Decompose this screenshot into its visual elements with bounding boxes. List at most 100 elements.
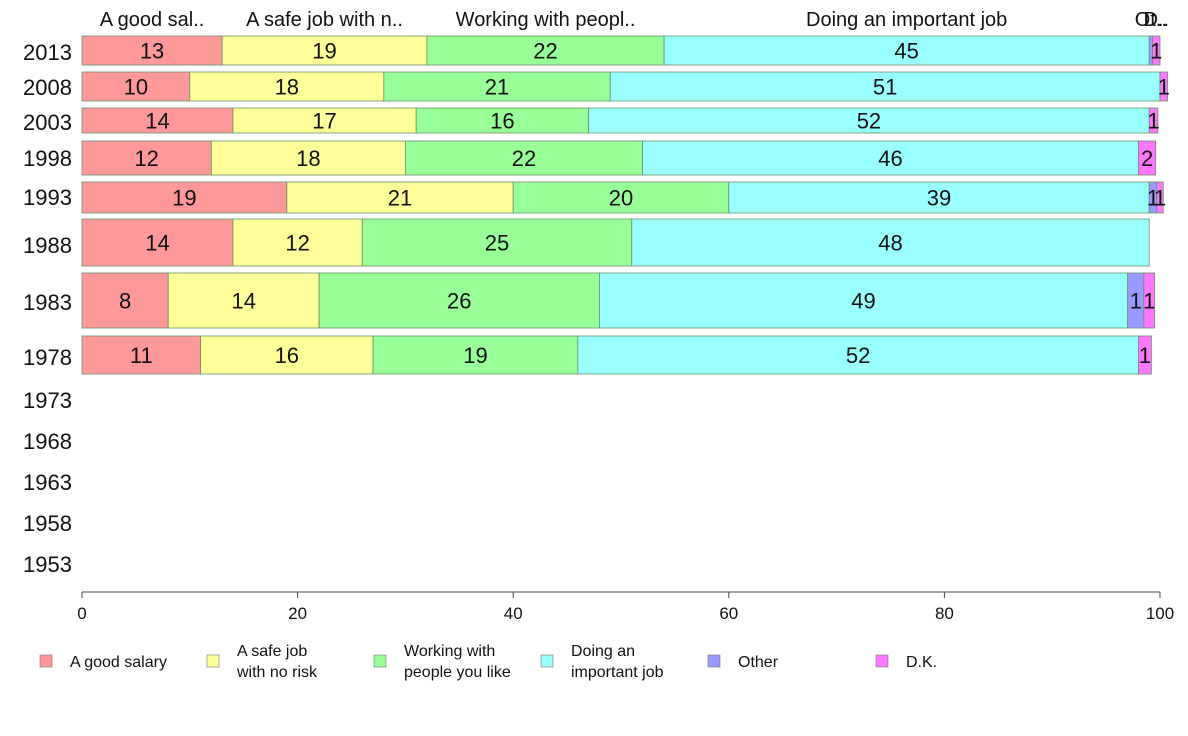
data-label-doing-an-important-job-1988: 48 [878, 231, 902, 256]
bar-segment-a-good-salary-1998 [81, 140, 212, 176]
legend-item-a-safe-job-with-no-risk: A safe job with no risk [206, 643, 318, 681]
bar-segment-doing-an-important-job-2003 [588, 107, 1150, 134]
legend-label-doing-an: Doing an [571, 643, 635, 660]
legend-swatch-a-good-salary [39, 654, 53, 668]
x-tick-label-80: 80 [935, 604, 954, 623]
bar-segment-a-safe-job-with-no-risk-2013 [221, 35, 428, 66]
data-label-doing-an-important-job-1993: 39 [927, 186, 951, 211]
bar-segment-a-safe-job-with-no-risk-2003 [232, 107, 417, 134]
year-label-1963: 1963 [23, 470, 72, 495]
data-label-doing-an-important-job-2008: 51 [873, 75, 897, 100]
year-label-1978: 1978 [23, 345, 72, 370]
data-label-other-1993: 1 [1147, 186, 1159, 211]
year-label-1973: 1973 [23, 388, 72, 413]
data-label-doing-an-important-job-2013: 45 [894, 39, 918, 64]
legend-swatch-other [707, 654, 721, 668]
legend-label-a-safe-job: A safe job [237, 643, 307, 660]
legend-item-other: Other [707, 654, 779, 671]
legend-label-people-you-like: people you like [404, 664, 511, 681]
x-tick-label-60: 60 [719, 604, 738, 623]
data-label-d-k-1983: 1 [1143, 289, 1155, 314]
bar-segment-working-with-people-you-like-2008 [383, 71, 611, 102]
year-label-1998: 1998 [23, 146, 72, 171]
legend-label-important-job: important job [571, 664, 664, 681]
bar-segment-d-k-2003 [1148, 107, 1159, 134]
bar-segment-a-safe-job-with-no-risk-1993 [286, 181, 514, 214]
data-label-d-k-1998: 2 [1141, 146, 1153, 171]
data-label-a-good-salary-1988: 14 [145, 231, 169, 256]
data-label-d-k-2003: 1 [1147, 109, 1159, 134]
bar-segment-working-with-people-you-like-1993 [512, 181, 730, 214]
legend-item-working-with-people-you-like: Working with people you like [373, 643, 511, 681]
bar-segment-working-with-people-you-like-1988 [361, 218, 633, 267]
data-label-a-good-salary-1998: 12 [134, 146, 158, 171]
legend-item-d-k: D.K. [875, 654, 937, 671]
data-label-working-with-people-you-like-1988: 25 [485, 231, 509, 256]
data-label-a-safe-job-with-no-risk-1988: 12 [285, 231, 309, 256]
year-label-1993: 1993 [23, 185, 72, 210]
column-header-d-k: D.. [1143, 9, 1169, 31]
bar-segment-d-k-1978 [1138, 335, 1152, 375]
column-headers: A good sal.. A safe job with n.. Working w… [100, 9, 1169, 31]
data-label-working-with-people-you-like-1978: 19 [463, 343, 487, 368]
year-label-2013: 2013 [23, 40, 72, 65]
legend-item-doing-an-important-job: Doing an important job [540, 643, 664, 681]
bar-segment-d-k-2013 [1152, 35, 1161, 66]
data-label-a-safe-job-with-no-risk-2013: 19 [312, 39, 336, 64]
column-header-doing-an-important-job: Doing an important job [806, 9, 1007, 31]
data-label-a-safe-job-with-no-risk-2003: 17 [312, 109, 336, 134]
data-label-working-with-people-you-like-1998: 22 [512, 146, 536, 171]
bar-segment-a-safe-job-with-no-risk-2008 [189, 71, 385, 102]
year-label-1983: 1983 [23, 290, 72, 315]
x-axis: 0 20 40 60 80 100 [77, 591, 1174, 623]
x-tick-label-0: 0 [77, 604, 86, 623]
legend-swatch-a-safe-job-with-no-risk [206, 654, 220, 668]
data-label-a-safe-job-with-no-risk-1998: 18 [296, 146, 320, 171]
column-header-a-good-salary: A good sal.. [100, 9, 205, 31]
column-header-a-safe-job-with-no-risk: A safe job with n.. [246, 9, 403, 31]
year-label-1988: 1988 [23, 233, 72, 258]
column-header-working-with-people-you-like: Working with peopl.. [456, 9, 636, 31]
bar-segment-d-k-1993 [1156, 181, 1164, 214]
legend-swatch-doing-an-important-job [540, 654, 554, 668]
bar-segment-a-good-salary-2008 [81, 71, 191, 102]
data-label-working-with-people-you-like-2008: 21 [485, 75, 509, 100]
bar-segment-a-safe-job-with-no-risk-1983 [167, 272, 320, 329]
bar-segment-a-good-salary-1983 [81, 272, 169, 329]
column-header-other: Ot.. [1135, 9, 1167, 31]
legend-label-with-no-risk: with no risk [236, 664, 318, 681]
bar-segment-d-k-2008 [1159, 71, 1168, 102]
bar-segment-doing-an-important-job-1983 [599, 272, 1129, 329]
bar-segment-doing-an-important-job-1993 [728, 181, 1150, 214]
bar-segment-working-with-people-you-like-1978 [372, 335, 579, 375]
data-label-doing-an-important-job-1983: 49 [851, 289, 875, 314]
year-label-1953: 1953 [23, 552, 72, 577]
data-label-a-safe-job-with-no-risk-1993: 21 [388, 186, 412, 211]
bar-segment-doing-an-important-job-1988 [631, 218, 1150, 267]
year-label-1968: 1968 [23, 429, 72, 454]
year-label-1958: 1958 [23, 511, 72, 536]
data-label-d-k-1993: 1 [1154, 186, 1166, 211]
bar-segment-a-safe-job-with-no-risk-1978 [200, 335, 374, 375]
year-label-2008: 2008 [23, 75, 72, 100]
legend-label-d-k: D.K. [906, 654, 937, 671]
data-label-working-with-people-you-like-2003: 16 [490, 109, 514, 134]
x-tick-label-40: 40 [504, 604, 523, 623]
data-label-a-good-salary-2003: 14 [145, 109, 169, 134]
legend-item-a-good-salary: A good salary [39, 654, 167, 671]
data-label-a-safe-job-with-no-risk-1978: 16 [275, 343, 299, 368]
bar-segment-a-safe-job-with-no-risk-1988 [232, 218, 363, 267]
legend-label-other: Other [738, 654, 779, 671]
data-label-other-1983: 1 [1130, 289, 1142, 314]
bar-segment-doing-an-important-job-1978 [577, 335, 1139, 375]
data-label-doing-an-important-job-1998: 46 [878, 146, 902, 171]
data-label-doing-an-important-job-1978: 52 [846, 343, 870, 368]
x-tick-label-100: 100 [1146, 604, 1174, 623]
bar-segment-a-good-salary-1988 [81, 218, 234, 267]
bar-segment-a-good-salary-1978 [81, 335, 201, 375]
data-label-doing-an-important-job-2003: 52 [857, 109, 881, 134]
data-label-a-good-salary-1983: 8 [119, 289, 131, 314]
data-label-working-with-people-you-like-1983: 26 [447, 289, 471, 314]
bars-area: 13 19 22 45 110 18 21 51 114 17 16 52 112 18 22 46 219 21… [81, 35, 1170, 375]
